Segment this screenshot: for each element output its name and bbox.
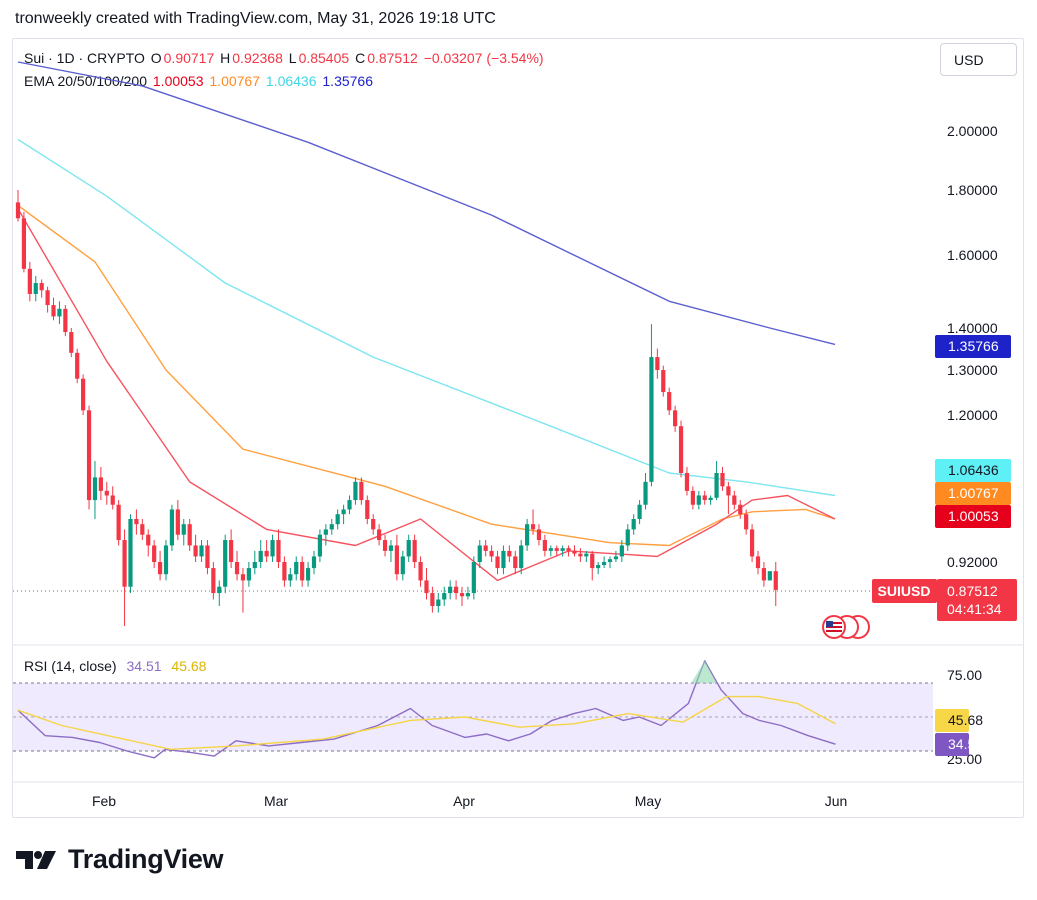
close-value: 0.87512	[367, 50, 418, 66]
open-label: O	[150, 50, 162, 66]
change-value: −0.03207 (−3.54%)	[423, 50, 544, 66]
ema20-value: 1.00053	[152, 73, 204, 89]
rsi-legend: RSI (14, close) 34.51 45.68	[24, 658, 206, 674]
ema200-value: 1.35766	[322, 73, 373, 89]
symbol-label[interactable]: Sui · 1D · CRYPTO	[24, 50, 145, 66]
low-label: L	[288, 50, 297, 66]
rsi-ma-value: 45.68	[171, 658, 207, 674]
tradingview-logo-icon	[16, 850, 56, 869]
ema100-value: 1.06436	[265, 73, 317, 89]
chart-frame	[12, 38, 1024, 818]
currency-button[interactable]: USD	[940, 43, 1017, 76]
high-label: H	[220, 50, 231, 66]
open-value: 0.90717	[163, 50, 215, 66]
ohlc-legend: Sui · 1D · CRYPTO O 0.90717 H 0.92368 L 0.8…	[24, 50, 546, 66]
brand-name: TradingView	[68, 844, 224, 874]
rsi-value: 34.51	[126, 658, 162, 674]
ema50-value: 1.00767	[209, 73, 260, 89]
close-label: C	[355, 50, 366, 66]
ema-label[interactable]: EMA 20/50/100/200	[24, 73, 147, 89]
brand-logo[interactable]: TradingView	[16, 844, 224, 875]
chart-caption: tronweekly created with TradingView.com,…	[15, 10, 496, 27]
ema-legend: EMA 20/50/100/200 1.00053 1.00767 1.0643…	[24, 73, 375, 89]
rsi-label[interactable]: RSI (14, close)	[24, 658, 117, 674]
high-value: 0.92368	[232, 50, 283, 66]
low-value: 0.85405	[298, 50, 350, 66]
